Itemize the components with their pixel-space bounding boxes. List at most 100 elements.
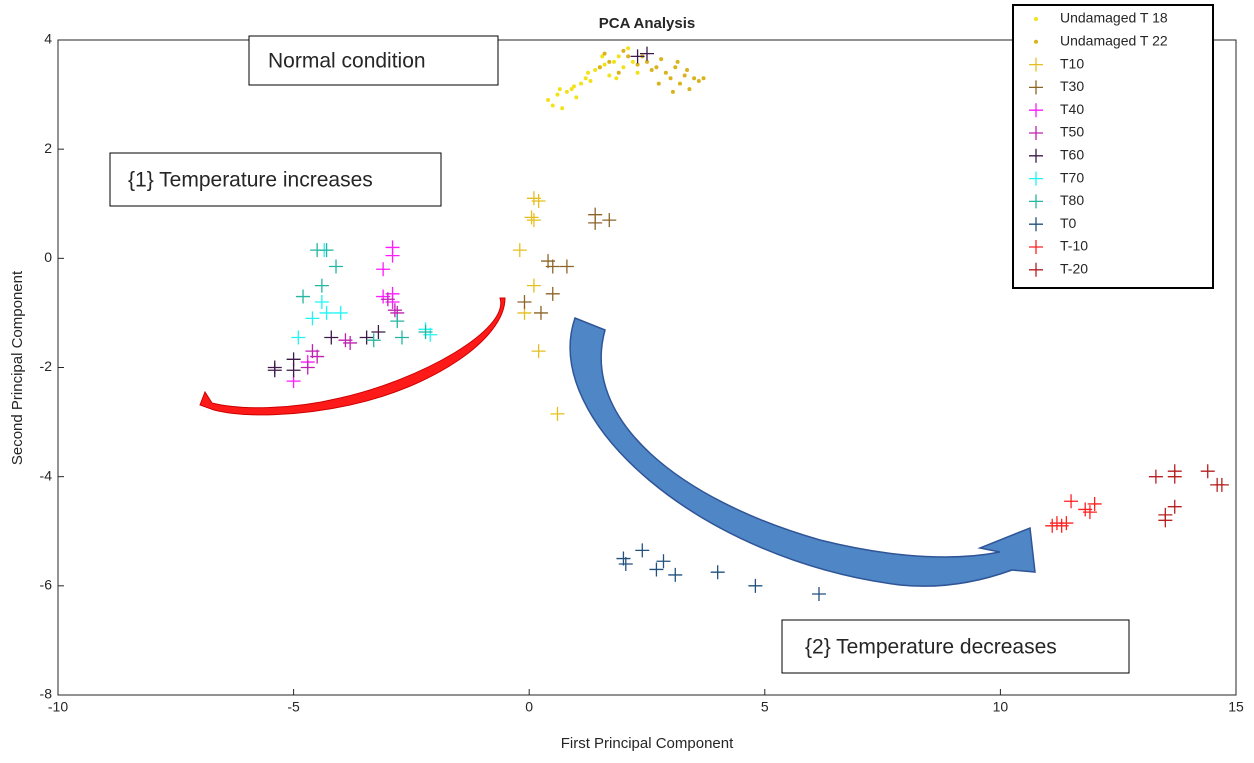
point <box>692 76 697 81</box>
legend-label: T70 <box>1060 169 1084 185</box>
point <box>668 567 683 582</box>
point <box>663 70 668 75</box>
legend-label: T-20 <box>1060 261 1088 277</box>
point <box>602 62 607 67</box>
point <box>390 314 405 329</box>
y-tick-label: -6 <box>40 577 53 593</box>
point <box>531 344 546 359</box>
y-tick-label: 4 <box>44 31 52 47</box>
point <box>310 349 325 364</box>
point <box>286 363 301 378</box>
x-tick-label: -5 <box>287 699 300 715</box>
annotation-text: {2} Temperature decreases <box>805 636 1057 659</box>
legend-label: T-10 <box>1060 238 1088 254</box>
point <box>600 54 605 59</box>
point <box>546 98 551 103</box>
point <box>371 325 386 340</box>
point <box>696 78 701 83</box>
point <box>1034 39 1038 44</box>
annotation: Normal condition {1} Temperature increas… <box>109 35 1130 674</box>
x-axis-label: First Principal Component <box>561 735 734 752</box>
point <box>517 295 532 309</box>
point <box>673 65 678 70</box>
point <box>338 333 353 348</box>
point <box>602 51 607 56</box>
annotation-box <box>781 619 1130 674</box>
point <box>626 54 631 59</box>
point <box>267 363 282 378</box>
point <box>569 87 574 92</box>
point <box>545 259 560 274</box>
point <box>1148 469 1163 484</box>
point <box>1082 505 1097 520</box>
annotation-box <box>248 35 499 86</box>
point <box>366 333 381 348</box>
red-arrow <box>199 297 506 416</box>
y-tick-label: 2 <box>44 140 52 156</box>
point <box>559 259 574 274</box>
point <box>385 248 400 263</box>
legend-label: Undamaged T 18 <box>1060 10 1168 26</box>
point <box>682 73 687 78</box>
y-tick-label: 0 <box>44 249 52 265</box>
point <box>616 551 631 566</box>
point <box>685 68 690 73</box>
legend-label: T40 <box>1060 101 1084 117</box>
point <box>1029 262 1043 277</box>
point <box>314 295 329 309</box>
point <box>583 76 588 81</box>
point <box>359 330 374 345</box>
legend-label: T50 <box>1060 124 1084 140</box>
point <box>649 562 664 577</box>
point <box>656 81 661 86</box>
point <box>659 57 664 62</box>
annotation-text: Normal condition <box>268 50 426 73</box>
point <box>1034 17 1038 21</box>
legend-label: T30 <box>1060 78 1084 94</box>
point <box>394 330 409 345</box>
y-tick-label: -4 <box>40 467 53 483</box>
point <box>550 103 555 108</box>
x-tick-label: -10 <box>48 699 68 715</box>
point <box>305 311 320 326</box>
point <box>645 59 649 64</box>
point <box>1029 194 1043 209</box>
point <box>545 286 560 301</box>
point <box>602 213 617 228</box>
y-tick-label: -8 <box>40 686 53 702</box>
point <box>524 210 539 225</box>
point <box>597 65 602 70</box>
point <box>668 76 673 81</box>
point <box>526 213 541 228</box>
point <box>607 59 612 64</box>
point <box>701 76 706 81</box>
point <box>621 48 626 53</box>
legend-label: T80 <box>1060 192 1084 208</box>
point <box>630 59 635 64</box>
x-tick-label: 5 <box>761 699 769 715</box>
point <box>387 303 402 318</box>
point <box>687 87 692 92</box>
point <box>319 305 334 320</box>
point <box>560 106 565 111</box>
point <box>531 194 546 209</box>
point <box>296 289 311 304</box>
chart-title: PCA Analysis <box>599 15 695 32</box>
point <box>635 62 640 67</box>
point <box>1029 57 1043 72</box>
point <box>564 89 569 94</box>
point <box>649 68 654 73</box>
point <box>656 554 671 569</box>
x-tick-label: 0 <box>525 699 533 715</box>
point <box>710 565 725 580</box>
point <box>640 46 654 61</box>
point <box>1029 171 1043 186</box>
point <box>418 325 433 340</box>
point <box>376 262 391 277</box>
annotation-text: {1} Temperature increases <box>128 169 373 192</box>
point <box>329 259 344 274</box>
point <box>654 65 659 70</box>
point <box>1200 464 1215 479</box>
point <box>675 59 680 64</box>
blue-arrow <box>569 317 1036 587</box>
